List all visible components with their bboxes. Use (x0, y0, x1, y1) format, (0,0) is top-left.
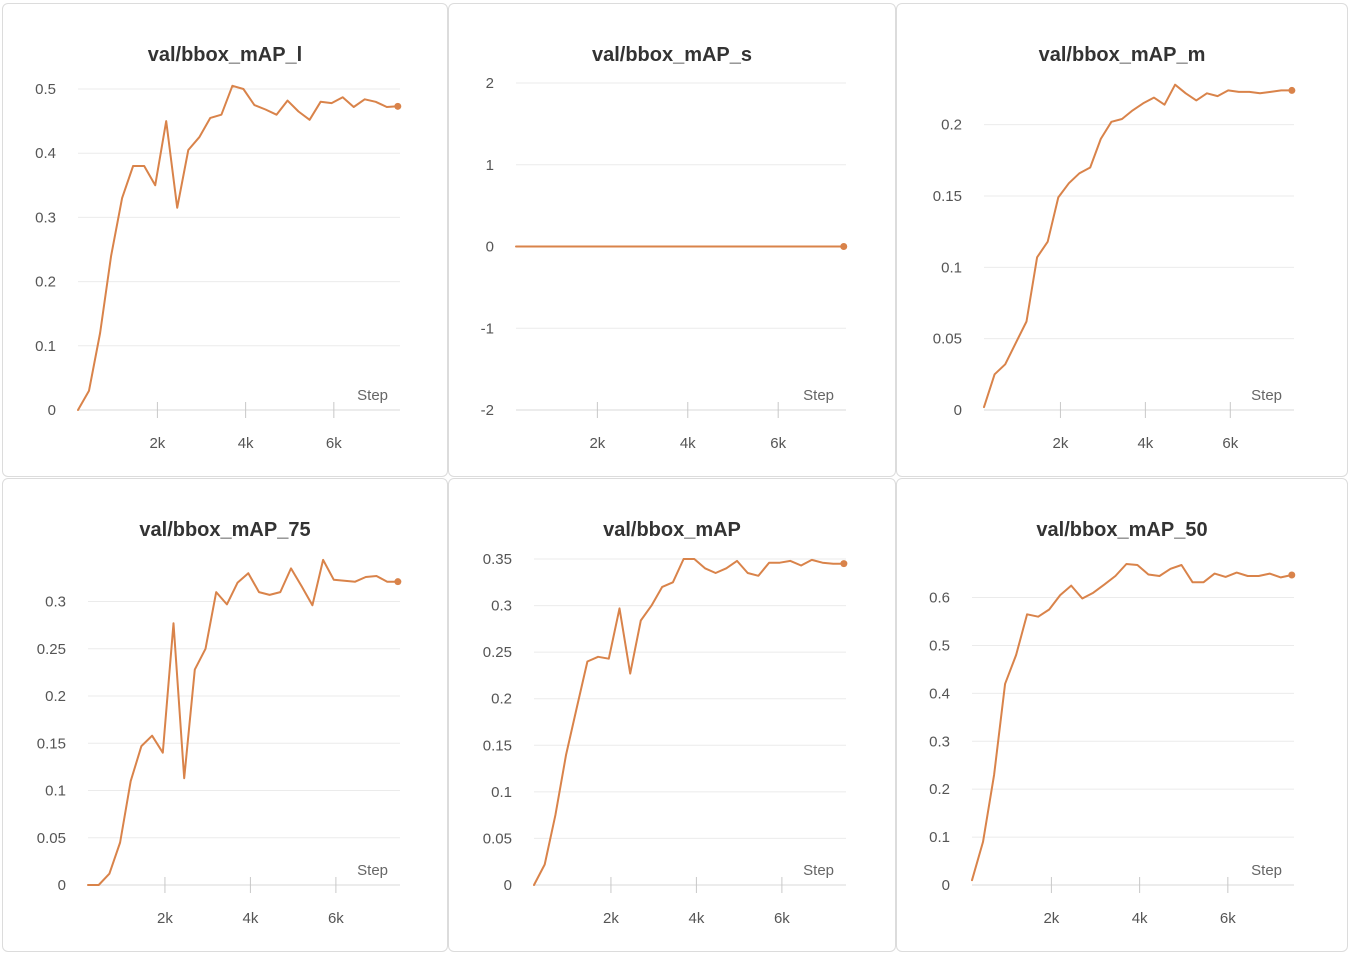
x-tick-label: 4k (1137, 435, 1153, 452)
series-endpoint (840, 560, 848, 568)
chart-panel-map-l: val/bbox_mAP_l 0 0.1 0.2 0.3 0.4 0.5 2k 4k 6k Ste… (2, 3, 448, 477)
y-tick-label: -1 (481, 320, 494, 337)
series-line (971, 563, 1293, 882)
chart-svg-map-75: 0 0.05 0.1 0.15 0.2 0.25 0.3 2k 4k 6k Step (37, 558, 402, 927)
series-line (77, 84, 399, 411)
x-tick-label: 4k (1132, 910, 1148, 927)
y-tick-label: 0.2 (941, 117, 962, 134)
y-tick-label: 0 (942, 877, 950, 894)
y-tick-label: 0.1 (941, 259, 962, 276)
y-tick-label: 0.1 (45, 783, 66, 800)
x-axis-label: Step (803, 862, 834, 879)
y-tick-label: 0.6 (929, 590, 950, 607)
chart-svg-map-s: -2 -1 0 1 2 2k 4k 6k Step (481, 75, 848, 452)
chart-title: val/bbox_mAP_50 (1036, 519, 1208, 541)
x-tick-label: 6k (1220, 910, 1236, 927)
x-axis-label: Step (1251, 387, 1282, 404)
series-line (87, 558, 399, 886)
y-tick-label: -2 (481, 402, 494, 419)
y-tick-label: 0.15 (933, 188, 962, 205)
x-tick-label: 6k (774, 910, 790, 927)
y-tick-label: 2 (486, 75, 494, 92)
series-endpoint (394, 102, 402, 110)
x-tick-label: 6k (326, 435, 342, 452)
chart-title: val/bbox_mAP_s (591, 44, 753, 66)
y-tick-label: 0 (504, 877, 512, 894)
chart-panel-map-75: val/bbox_mAP_75 0 0.05 0.1 0.15 0.2 0.25 0.3 2k… (2, 478, 448, 952)
series-line (983, 83, 1293, 409)
y-tick-label: 0.05 (37, 830, 66, 847)
x-tick-label: 2k (1043, 910, 1059, 927)
y-tick-label: 0.15 (37, 735, 66, 752)
y-tick-label: 0 (486, 239, 494, 256)
series-endpoint (1288, 571, 1296, 579)
y-tick-label: 0.3 (35, 209, 56, 226)
x-axis-label: Step (357, 387, 388, 404)
chart-svg-map: 0 0.05 0.1 0.15 0.2 0.25 0.3 0.35 2k 4k 6k Step (483, 551, 848, 927)
y-tick-label: 0.25 (37, 641, 66, 658)
y-tick-label: 0 (48, 402, 56, 419)
y-tick-label: 0.1 (491, 784, 512, 801)
series-endpoint (840, 243, 848, 250)
y-tick-label: 0.35 (483, 551, 512, 568)
chart-svg-map-l: 0 0.1 0.2 0.3 0.4 0.5 2k 4k 6k Step (35, 81, 402, 452)
x-tick-label: 2k (157, 910, 173, 927)
chart-svg-map-m: 0 0.05 0.1 0.15 0.2 2k 4k 6k Step (933, 83, 1296, 452)
y-tick-label: 0.2 (35, 274, 56, 291)
x-tick-label: 4k (238, 435, 254, 452)
y-tick-label: 0.4 (35, 145, 56, 162)
chart-panel-map: val/bbox_mAP 0 0.05 0.1 0.15 0.2 0.25 0.3 0.35 2… (448, 478, 896, 952)
x-tick-label: 4k (688, 910, 704, 927)
x-tick-label: 4k (680, 435, 696, 452)
x-tick-label: 6k (328, 910, 344, 927)
y-tick-label: 1 (486, 157, 494, 174)
y-tick-label: 0.2 (491, 691, 512, 708)
x-axis-label: Step (803, 387, 834, 404)
x-axis-label: Step (1251, 862, 1282, 879)
y-tick-label: 0.3 (491, 598, 512, 615)
y-tick-label: 0.3 (929, 733, 950, 750)
y-tick-label: 0.2 (929, 781, 950, 798)
x-tick-label: 2k (149, 435, 165, 452)
x-tick-label: 4k (242, 910, 258, 927)
chart-panel-map-50: val/bbox_mAP_50 0 0.1 0.2 0.3 0.4 0.5 0.6 2k 4k 6… (896, 478, 1348, 952)
x-axis-label: Step (357, 862, 388, 879)
x-tick-label: 6k (770, 435, 786, 452)
y-tick-label: 0.2 (45, 688, 66, 705)
y-tick-label: 0 (58, 877, 66, 894)
x-tick-label: 2k (1053, 435, 1069, 452)
x-tick-label: 6k (1222, 435, 1238, 452)
y-tick-label: 0.25 (483, 644, 512, 661)
series-endpoint (1288, 86, 1296, 94)
chart-panel-map-s: val/bbox_mAP_s -2 -1 0 1 2 2k 4k 6k Step (448, 3, 896, 477)
chart-title: val/bbox_mAP_l (147, 44, 303, 66)
x-tick-label: 2k (589, 435, 605, 452)
x-tick-label: 2k (603, 910, 619, 927)
y-tick-label: 0.15 (483, 737, 512, 754)
series-line (533, 558, 845, 886)
y-tick-label: 0.3 (45, 594, 66, 611)
y-tick-label: 0.1 (35, 338, 56, 355)
chart-title: val/bbox_mAP_m (1038, 44, 1206, 66)
chart-svg-map-50: 0 0.1 0.2 0.3 0.4 0.5 0.6 2k 4k 6k Step (929, 563, 1296, 927)
y-tick-label: 0.4 (929, 685, 950, 702)
chart-title: val/bbox_mAP_75 (139, 519, 311, 541)
chart-panel-map-m: val/bbox_mAP_m 0 0.05 0.1 0.15 0.2 2k 4k 6k Step (896, 3, 1348, 477)
chart-title: val/bbox_mAP (603, 519, 741, 541)
y-tick-label: 0.1 (929, 829, 950, 846)
y-tick-label: 0.5 (35, 81, 56, 98)
y-tick-label: 0.05 (483, 830, 512, 847)
y-tick-label: 0.05 (933, 331, 962, 348)
y-tick-label: 0 (954, 402, 962, 419)
series-endpoint (394, 578, 402, 586)
y-tick-label: 0.5 (929, 637, 950, 654)
